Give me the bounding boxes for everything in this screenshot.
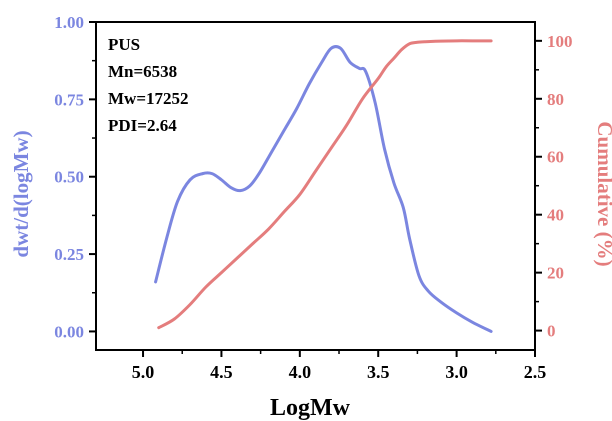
annotation-pdi: PDI=2.64 bbox=[108, 116, 177, 135]
annotation-sample: PUS bbox=[108, 35, 140, 54]
y-left-tick-label: 0.25 bbox=[54, 245, 84, 264]
x-tick-label: 2.5 bbox=[524, 362, 547, 382]
y-right-axis-ticks: 0 20 40 60 80 100 bbox=[535, 32, 573, 341]
y-right-tick-label: 100 bbox=[547, 32, 573, 51]
annotation-mw: Mw=17252 bbox=[108, 89, 189, 108]
series-line-left bbox=[154, 45, 493, 333]
x-tick-label: 3.0 bbox=[445, 362, 468, 382]
y-left-tick-label: 0.50 bbox=[54, 168, 84, 187]
y-left-tick-label: 0.75 bbox=[54, 90, 84, 109]
y-right-tick-label: 20 bbox=[547, 264, 564, 283]
annotation-block: PUS Mn=6538 Mw=17252 PDI=2.64 bbox=[108, 35, 189, 135]
y-right-tick-label: 0 bbox=[547, 322, 556, 341]
annotation-mn: Mn=6538 bbox=[108, 62, 177, 81]
y-right-axis-label: Cumulative (%) bbox=[593, 121, 612, 266]
right-series-group bbox=[157, 39, 493, 330]
x-axis-label: LogMw bbox=[270, 395, 351, 421]
y-right-tick-label: 60 bbox=[547, 148, 564, 167]
x-tick-label: 4.0 bbox=[289, 362, 312, 382]
y-right-tick-label: 80 bbox=[547, 90, 564, 109]
y-left-axis-ticks: 0.00 0.25 0.50 0.75 1.00 bbox=[54, 13, 96, 341]
y-left-tick-label: 1.00 bbox=[54, 13, 84, 32]
left-series-group bbox=[154, 45, 493, 333]
x-tick-label: 5.0 bbox=[132, 362, 155, 382]
y-left-tick-label: 0.00 bbox=[54, 322, 84, 341]
x-axis-ticks: 5.0 4.5 4.0 3.5 3.0 2.5 bbox=[132, 350, 546, 382]
series-line-right bbox=[157, 39, 493, 330]
y-right-tick-label: 40 bbox=[547, 206, 564, 225]
x-tick-label: 4.5 bbox=[210, 362, 233, 382]
y-left-axis-label: dwt/d(logMw) bbox=[9, 130, 33, 257]
x-tick-label: 3.5 bbox=[367, 362, 390, 382]
